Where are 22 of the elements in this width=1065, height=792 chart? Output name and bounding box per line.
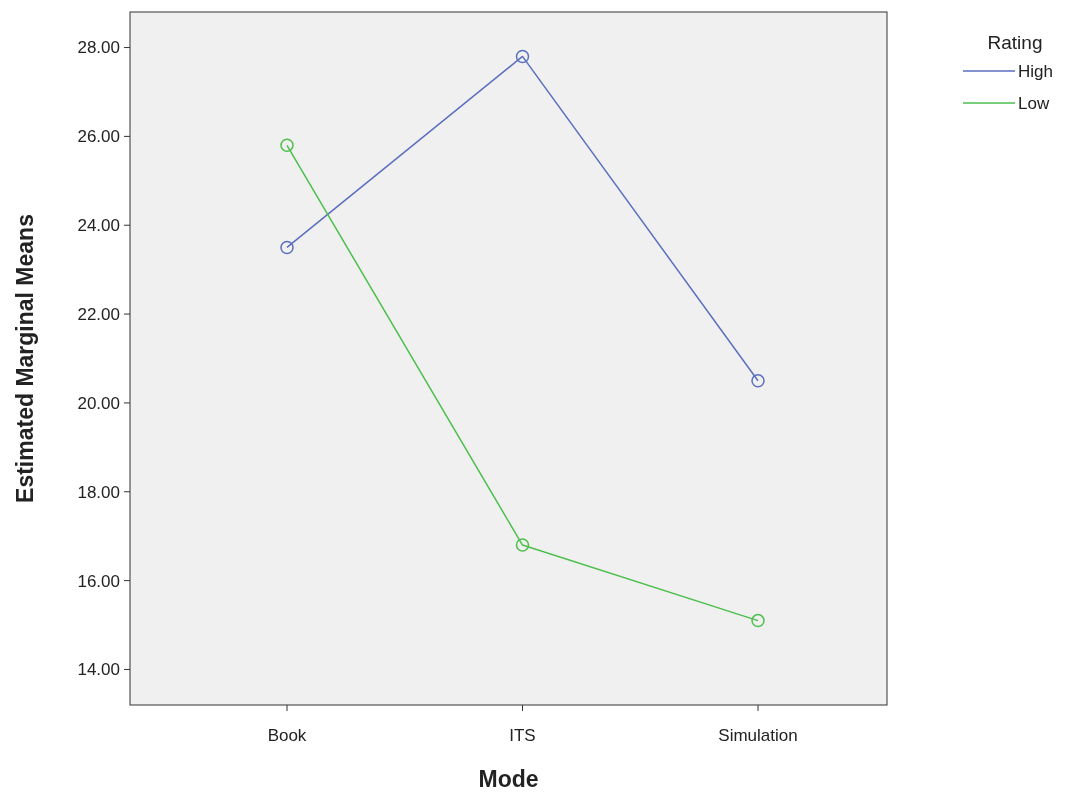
y-tick-label: 26.00 xyxy=(77,127,120,147)
point xyxy=(515,538,530,552)
point xyxy=(515,49,530,64)
y-axis-title: Estimated Marginal Means xyxy=(12,214,38,503)
y-tick-label: 28.00 xyxy=(77,38,120,58)
x-tick-label: ITS xyxy=(509,726,536,745)
point xyxy=(280,240,294,255)
legend-label: High xyxy=(1018,61,1053,81)
y-tick-label: 20.00 xyxy=(77,393,120,413)
y-tick-label: 24.00 xyxy=(77,216,120,236)
point xyxy=(280,138,294,153)
legend-title: Rating xyxy=(987,31,1043,53)
point xyxy=(751,373,765,388)
y-tick-label: 16.00 xyxy=(77,571,120,591)
x-tick-label: Book xyxy=(267,726,307,745)
legend-label: Low xyxy=(1018,93,1050,113)
y-tick-label: 14.00 xyxy=(77,660,120,680)
x-axis-title: Mode xyxy=(478,766,539,792)
y-tick-label: 18.00 xyxy=(77,482,120,502)
point xyxy=(751,613,765,628)
x-tick-label: Simulation xyxy=(718,726,798,745)
y-tick-label: 22.00 xyxy=(77,305,120,325)
